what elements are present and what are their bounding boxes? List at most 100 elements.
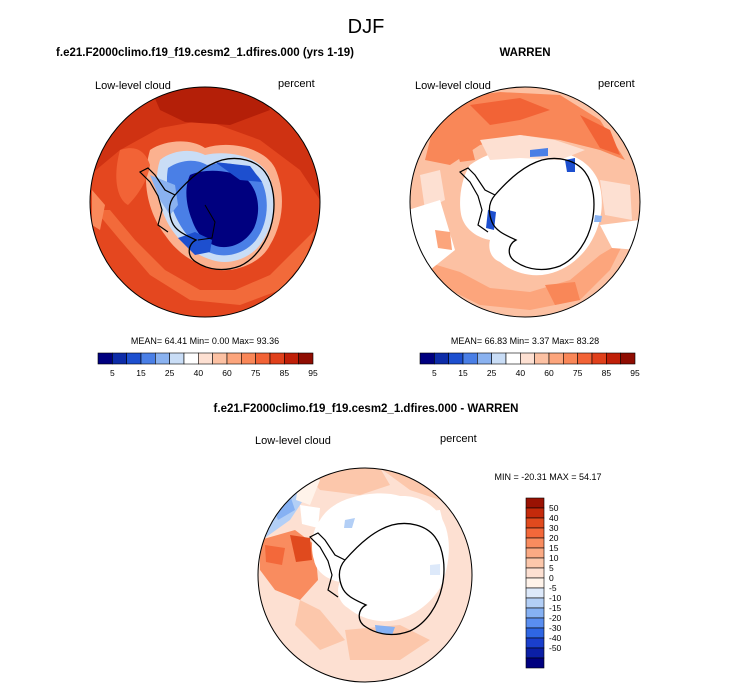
panel-model-colorbar-swatch xyxy=(97,352,113,365)
panel-model-colorbar-tick-label: 95 xyxy=(308,368,318,378)
panel-obs-colorbar-tick-label: 75 xyxy=(573,368,583,378)
panel-model-variable-label: Low-level cloud xyxy=(95,80,171,92)
panel-model: f.e21.F2000climo.f19_f19.cesm2_1.dfires.… xyxy=(56,47,354,378)
panel-obs-title: WARREN xyxy=(499,47,550,59)
panel-model-colorbar-tick-label: 85 xyxy=(280,368,290,378)
panel-model-colorbar-tick-label: 60 xyxy=(222,368,232,378)
panel-obs-colorbar-swatch xyxy=(563,352,578,365)
panel-model-colorbar: 5 15 25 40 60 75 85 95 xyxy=(97,352,318,378)
panel-diff-colorbar-swatch xyxy=(525,587,545,599)
panel-obs-colorbar-swatch xyxy=(534,352,550,365)
panel-obs-units-label: percent xyxy=(598,78,635,90)
panel-diff-colorbar-tick-label: 30 xyxy=(549,523,559,533)
panel-diff-colorbar-swatch xyxy=(525,547,545,559)
panel-obs-colorbar-swatch xyxy=(505,352,521,365)
panel-obs-colorbar-tick-label: 5 xyxy=(432,368,437,378)
panel-diff-colorbar-swatch xyxy=(525,537,545,549)
panel-model-title: f.e21.F2000climo.f19_f19.cesm2_1.dfires.… xyxy=(56,47,354,59)
panel-diff-colorbar-tick-label: -40 xyxy=(549,633,562,643)
panel-diff-colorbar-tick-label: 40 xyxy=(549,513,559,523)
panel-model-colorbar-swatch xyxy=(212,352,228,365)
panel-model-colorbar-swatch xyxy=(183,352,199,365)
panel-obs-stats: MEAN= 66.83 Min= 3.37 Max= 83.28 xyxy=(451,336,599,346)
panel-model-colorbar-swatch xyxy=(112,352,127,365)
panel-diff-colorbar-tick-label: 15 xyxy=(549,543,559,553)
panel-model-colorbar-swatch xyxy=(155,352,170,365)
panel-obs-colorbar-swatch xyxy=(548,352,564,365)
panel-diff-colorbar-tick-label: 10 xyxy=(549,553,559,563)
panel-diff-stats: MIN = -20.31 MAX = 54.17 xyxy=(494,472,601,482)
panel-obs-colorbar-tick-label: 25 xyxy=(487,368,497,378)
panel-model-colorbar-swatch xyxy=(284,352,299,365)
panel-diff-colorbar-swatch xyxy=(525,647,545,659)
panel-diff-colorbar-tick-label: 0 xyxy=(549,573,554,583)
panel-model-colorbar-tick-label: 15 xyxy=(136,368,146,378)
panel-diff-colorbar-tick-label: -30 xyxy=(549,623,562,633)
panel-model-colorbar-swatch xyxy=(298,352,314,365)
panel-obs-colorbar-swatch xyxy=(606,352,621,365)
panel-obs-colorbar-swatch xyxy=(520,352,535,365)
panel-diff-colorbar-swatch xyxy=(525,567,545,579)
panel-model-colorbar-swatch xyxy=(126,352,142,365)
panel-obs-colorbar-tick-label: 60 xyxy=(544,368,554,378)
panel-model-colorbar-tick-label: 25 xyxy=(165,368,175,378)
panel-model-colorbar-swatch xyxy=(255,352,271,365)
panel-model-colorbar-tick-label: 5 xyxy=(110,368,115,378)
panel-model-stats: MEAN= 64.41 Min= 0.00 Max= 93.36 xyxy=(131,336,279,346)
panel-obs-colorbar-tick-label: 15 xyxy=(458,368,468,378)
panel-obs-colorbar-tick-label: 40 xyxy=(516,368,526,378)
panel-diff-colorbar-swatch xyxy=(525,607,545,619)
panel-obs: WARREN Low-level cloud percent xyxy=(409,47,641,378)
panel-diff-colorbar-swatch xyxy=(525,657,545,669)
panel-diff-colorbar-swatch xyxy=(525,637,545,649)
panel-diff-colorbar-swatch xyxy=(525,507,545,519)
panel-model-colorbar-tick-label: 75 xyxy=(251,368,261,378)
panel-diff-title: f.e21.F2000climo.f19_f19.cesm2_1.dfires.… xyxy=(214,403,519,415)
panel-obs-colorbar-swatch xyxy=(577,352,593,365)
panel-diff-colorbar-tick-label: -10 xyxy=(549,593,562,603)
figure-title: DJF xyxy=(348,16,385,38)
panel-obs-colorbar-swatch xyxy=(419,352,435,365)
panel-diff-units-label: percent xyxy=(440,433,477,445)
panel-diff-colorbar-tick-label: 20 xyxy=(549,533,559,543)
panel-diff-colorbar-tick-label: -50 xyxy=(549,643,562,653)
panel-obs-map xyxy=(410,87,640,317)
panel-obs-colorbar: 5 15 25 40 60 75 85 95 xyxy=(419,352,640,378)
panel-diff-colorbar-tick-label: -15 xyxy=(549,603,562,613)
panel-diff-colorbar-swatch xyxy=(525,527,545,539)
panel-diff-colorbar-tick-label: -20 xyxy=(549,613,562,623)
panel-model-colorbar-swatch xyxy=(241,352,256,365)
panel-diff-colorbar-tick-label: 50 xyxy=(549,503,559,513)
panel-model-colorbar-swatch xyxy=(226,352,242,365)
panel-diff-colorbar-tick-label: -5 xyxy=(549,583,557,593)
panel-obs-colorbar-swatch xyxy=(448,352,464,365)
panel-obs-colorbar-swatch xyxy=(491,352,507,365)
panel-diff-colorbar-swatch xyxy=(525,577,545,589)
panel-obs-colorbar-tick-label: 85 xyxy=(602,368,612,378)
panel-model-colorbar-swatch xyxy=(140,352,156,365)
panel-model-colorbar-tick-label: 40 xyxy=(194,368,204,378)
panel-diff-map xyxy=(258,468,472,682)
panel-model-colorbar-swatch xyxy=(269,352,285,365)
panel-diff-colorbar-swatch xyxy=(525,557,545,569)
panel-obs-colorbar-swatch xyxy=(434,352,449,365)
panel-diff-colorbar-swatch xyxy=(525,627,545,639)
panel-diff-colorbar-swatch xyxy=(525,617,545,629)
panel-diff-colorbar-swatch xyxy=(525,597,545,609)
panel-diff-variable-label: Low-level cloud xyxy=(255,435,331,447)
panel-diff-colorbar-tick-label: 5 xyxy=(549,563,554,573)
panel-obs-colorbar-tick-label: 95 xyxy=(630,368,640,378)
panel-model-map xyxy=(90,87,320,317)
panel-obs-colorbar-swatch xyxy=(620,352,636,365)
panel-diff-colorbar-swatch xyxy=(525,517,545,529)
panel-diff: f.e21.F2000climo.f19_f19.cesm2_1.dfires.… xyxy=(214,403,602,683)
panel-obs-colorbar-swatch xyxy=(462,352,478,365)
panel-model-colorbar-swatch xyxy=(169,352,185,365)
panel-model-units-label: percent xyxy=(278,78,315,90)
panel-obs-colorbar-swatch xyxy=(591,352,607,365)
panel-model-colorbar-swatch xyxy=(198,352,213,365)
panel-obs-colorbar-swatch xyxy=(477,352,492,365)
panel-obs-variable-label: Low-level cloud xyxy=(415,80,491,92)
